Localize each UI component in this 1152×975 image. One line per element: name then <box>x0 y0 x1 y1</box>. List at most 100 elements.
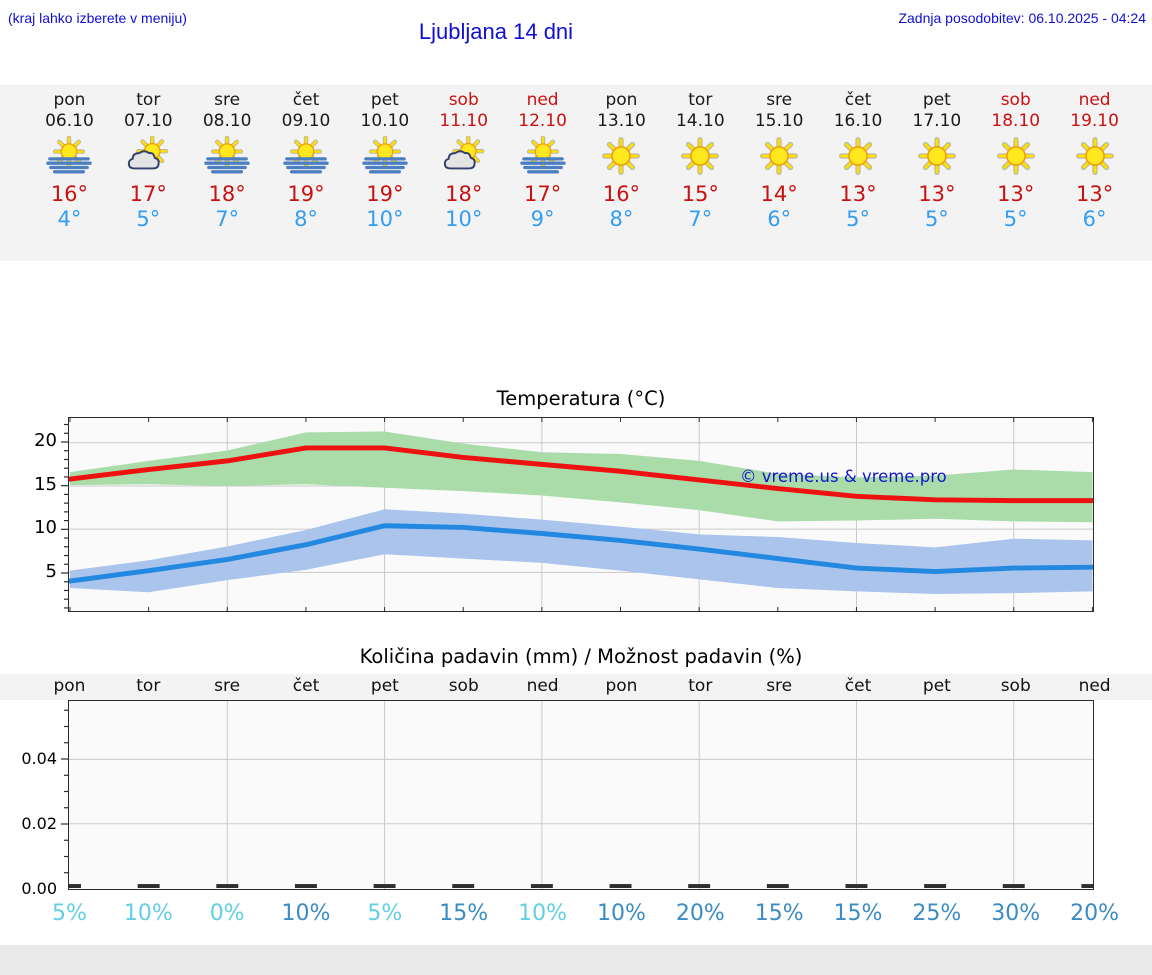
day-column: pet 10.10 19° 10° <box>345 85 424 232</box>
probability-value: 30% <box>991 901 1041 926</box>
probability-value: 15% <box>833 901 883 926</box>
precip-day-label: ned <box>1078 676 1111 696</box>
precip-day-label: pet <box>922 676 951 696</box>
precip-bar <box>1081 884 1093 889</box>
low-temp: 9° <box>530 207 555 231</box>
precip-day-label: sob <box>448 676 479 696</box>
precip-bar <box>137 884 160 889</box>
sun-fog-icon-shape <box>48 138 90 172</box>
copyright-link[interactable]: © vreme.us & vreme.pro <box>740 467 947 486</box>
precip-day-label: čet <box>844 676 872 696</box>
sun-icon-shape <box>684 140 717 173</box>
day-date: 19.10 <box>1070 111 1119 131</box>
day-name: sre <box>766 90 793 110</box>
temp-chart-canvas <box>69 418 1093 611</box>
sun-cloud-icon-shape <box>129 137 166 168</box>
precip-bar <box>373 884 396 889</box>
precip-bar <box>216 884 239 889</box>
day-name: tor <box>688 90 713 110</box>
probability-value: 10% <box>518 901 568 926</box>
forecast-strip: pon 06.10 16° 4° tor 07.10 17° 5° sre 08.10 18° 7° č… <box>0 85 1152 261</box>
precip-day-label: čet <box>292 676 320 696</box>
probability-value: 15% <box>439 901 489 926</box>
precip-day-label: tor <box>688 676 713 696</box>
day-column: sob 11.10 18° 10° <box>424 85 503 232</box>
sun-icon-shape <box>921 140 954 173</box>
precip-day-label: sre <box>766 676 793 696</box>
precip-day-label: sre <box>214 676 241 696</box>
temp-y-axis-ticks <box>61 423 68 609</box>
day-column: sre 08.10 18° 7° <box>188 85 267 232</box>
last-updated: Zadnja posodobitev: 06.10.2025 - 04:24 <box>898 10 1146 26</box>
sun-fog-icon <box>204 136 250 176</box>
day-date: 18.10 <box>991 111 1041 131</box>
day-date: 13.10 <box>597 111 646 131</box>
sun-icon-shape <box>999 140 1032 173</box>
sun-icon <box>835 136 881 176</box>
high-temp: 15° <box>681 182 719 206</box>
high-temp: 13° <box>1075 182 1114 206</box>
min-temperature-line <box>69 523 1093 584</box>
precip-day-label: sob <box>1000 676 1031 696</box>
day-column: ned 19.10 13° 6° <box>1055 85 1134 232</box>
high-temp: 19° <box>366 182 404 206</box>
probability-value: 5% <box>51 901 87 926</box>
precip-y-axis-ticks <box>61 709 68 874</box>
day-date: 09.10 <box>281 111 331 131</box>
high-temp: 13° <box>839 182 877 206</box>
high-temp: 13° <box>997 182 1035 206</box>
high-temp: 17° <box>129 182 167 206</box>
day-name: sob <box>1000 90 1031 110</box>
max-temperature-line <box>69 445 1093 504</box>
day-columns: pon 06.10 16° 4° tor 07.10 17° 5° sre 08.10 18° 7° č… <box>30 85 1134 232</box>
high-temp: 17° <box>523 182 562 206</box>
temp-y-label: 10 <box>34 517 57 539</box>
sun-fog-icon-shape <box>364 138 406 172</box>
low-temp: 8° <box>294 207 318 231</box>
day-name: sre <box>214 90 241 110</box>
day-name: pon <box>605 90 638 110</box>
probability-value: 0% <box>209 901 245 926</box>
day-date: 14.10 <box>675 111 725 131</box>
day-date: 11.10 <box>439 111 489 131</box>
low-temp: 7° <box>688 207 713 231</box>
probability-value: 20% <box>675 901 725 926</box>
probability-value: 5% <box>367 901 403 926</box>
temp-chart <box>68 417 1094 612</box>
low-temp: 5° <box>846 207 870 231</box>
precip-day-strip <box>0 674 1152 700</box>
precip-bar <box>294 884 317 889</box>
day-date: 10.10 <box>360 111 410 131</box>
temp-y-label: 5 <box>45 560 57 582</box>
day-column: pon 06.10 16° 4° <box>30 85 109 232</box>
sun-icon <box>1072 136 1118 176</box>
sun-cloud-icon <box>125 136 171 176</box>
sun-icon <box>677 136 723 176</box>
high-temp: 16° <box>602 182 641 206</box>
sun-fog-icon-shape <box>285 138 327 172</box>
precip-y-label: 0.04 <box>21 749 57 768</box>
day-column: čet 16.10 13° 5° <box>819 85 898 232</box>
sun-icon <box>993 136 1039 176</box>
day-name: čet <box>292 90 320 110</box>
precip-day-label: pon <box>605 676 638 696</box>
day-name: ned <box>526 90 559 110</box>
high-temp: 13° <box>918 182 956 206</box>
precip-chart-title: Količina padavin (mm) / Možnost padavin … <box>359 645 803 668</box>
low-temp: 5° <box>136 207 161 231</box>
day-column: ned 12.10 17° 9° <box>503 85 582 232</box>
high-temp: 19° <box>287 182 325 206</box>
probability-value: 20% <box>1070 901 1120 926</box>
day-date: 17.10 <box>912 111 962 131</box>
day-date: 08.10 <box>202 111 252 131</box>
day-name: pet <box>370 90 399 110</box>
low-temp: 5° <box>1003 207 1028 231</box>
probability-value: 10% <box>123 901 173 926</box>
sun-fog-icon-shape <box>206 138 248 172</box>
day-name: pet <box>922 90 951 110</box>
day-column: tor 07.10 17° 5° <box>109 85 188 232</box>
precip-day-label: pon <box>53 676 86 696</box>
day-date: 06.10 <box>45 111 94 131</box>
probability-value: 10% <box>281 901 331 926</box>
